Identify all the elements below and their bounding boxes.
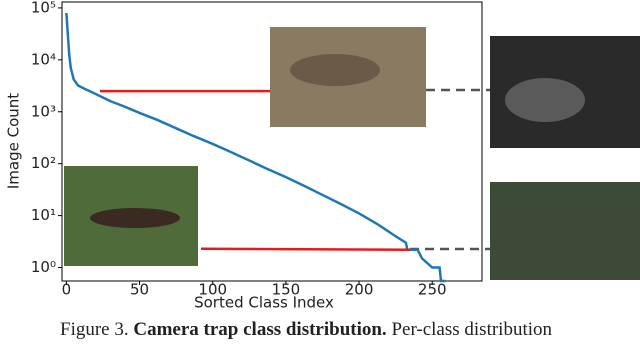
x-tick-label: 150 [272,281,301,299]
y-tick-label: 10³ [31,102,56,120]
y-tick-label: 10⁵ [31,0,56,16]
images [410,36,640,280]
caption-text: Per-class distribution [391,319,552,340]
photo-detail [90,208,180,228]
x-axis-label: Sorted Class Index [194,294,334,312]
photo-forest [490,182,640,280]
data-line [65,12,446,283]
caption-label: Figure 3. [60,319,129,340]
plot-frame [61,1,483,282]
y-axis-label: Image Count [5,93,23,189]
x-tick-label: 50 [130,281,149,299]
photo-detail [290,54,380,86]
highlight-line [201,247,411,251]
y-tick-label: 10⁰ [31,258,56,276]
x-tick-label: 0 [62,281,72,299]
insets [64,27,426,266]
photo-detail [505,78,585,122]
x-tick-label: 250 [418,281,447,299]
x-tick-label: 100 [198,281,227,299]
y-tick-label: 10⁴ [31,50,56,68]
caption-title: Camera trap class distribution. [133,319,386,340]
caption: Figure 3. Camera trap class distribution… [60,319,553,340]
y-tick-label: 10² [31,154,56,172]
y-tick-label: 10¹ [31,206,56,224]
x-tick-label: 200 [345,281,374,299]
